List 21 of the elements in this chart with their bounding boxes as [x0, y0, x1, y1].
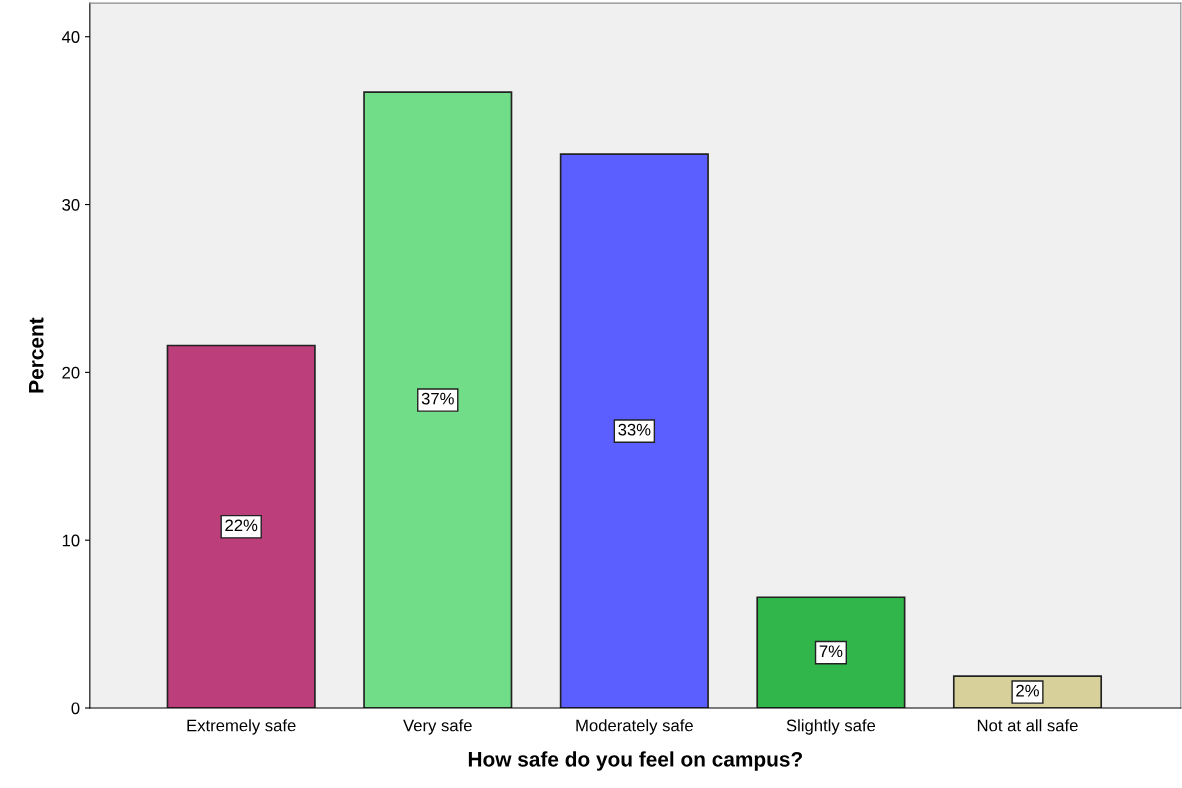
- y-tick-label: 0: [71, 702, 80, 715]
- data-label: 37%: [421, 392, 454, 405]
- x-tick-label: Very safe: [403, 719, 472, 735]
- data-label: 7%: [819, 645, 843, 658]
- bar: [363, 91, 513, 709]
- bar: [756, 596, 906, 709]
- x-tick-label: Moderately safe: [576, 719, 693, 735]
- y-tick-label: 10: [62, 534, 80, 547]
- y-tick-label: 20: [62, 366, 80, 379]
- data-label: 22%: [225, 519, 258, 532]
- x-axis-title: How safe do you feel on campus?: [468, 751, 802, 771]
- y-axis-title: Percent: [29, 317, 44, 393]
- data-label: 2%: [1016, 684, 1039, 697]
- data-label: 33%: [618, 423, 651, 436]
- x-tick-label: Slightly safe: [786, 719, 876, 735]
- x-tick-label: Extremely safe: [187, 719, 296, 735]
- y-tick-label: 40: [61, 31, 80, 43]
- bar: [559, 153, 709, 709]
- bar: [166, 344, 316, 709]
- y-tick-label: 30: [62, 198, 80, 211]
- x-tick-label: Not at all safe: [977, 719, 1078, 732]
